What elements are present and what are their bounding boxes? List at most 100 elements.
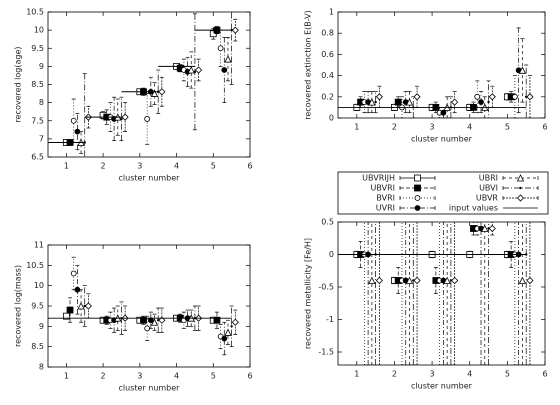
legend-label: UVRI bbox=[376, 204, 395, 213]
x-tick-label: 5 bbox=[211, 372, 216, 381]
marker bbox=[481, 224, 489, 232]
legend-label: UBVRI bbox=[371, 184, 396, 193]
x-tick-label: 1 bbox=[354, 123, 359, 132]
marker bbox=[526, 276, 534, 285]
marker bbox=[187, 66, 195, 74]
legend-marker bbox=[519, 186, 522, 190]
plot-area bbox=[338, 222, 534, 365]
y-tick-label: 1 bbox=[329, 8, 334, 17]
marker bbox=[488, 224, 496, 233]
marker bbox=[70, 270, 77, 277]
y-axis-label: recovered log(mass) bbox=[14, 265, 23, 347]
marker bbox=[368, 98, 376, 106]
marker bbox=[62, 312, 70, 320]
marker bbox=[394, 98, 402, 106]
marker bbox=[518, 276, 527, 284]
marker bbox=[231, 26, 239, 34]
plot-area bbox=[338, 27, 534, 118]
plot-area bbox=[48, 256, 239, 356]
marker bbox=[405, 276, 414, 284]
x-tick-label: 4 bbox=[174, 162, 179, 171]
x-axis-label: cluster number bbox=[411, 135, 473, 144]
marker bbox=[224, 55, 232, 63]
marker bbox=[440, 109, 447, 116]
marker bbox=[158, 88, 166, 96]
marker bbox=[147, 317, 154, 324]
legend-label: UBVR bbox=[476, 194, 499, 203]
x-tick-label: 6 bbox=[247, 372, 252, 381]
legend-marker bbox=[516, 174, 525, 182]
y-tick-label: 9 bbox=[39, 62, 44, 71]
y-tick-label: 8.5 bbox=[31, 342, 44, 351]
x-tick-label: 3 bbox=[137, 162, 142, 171]
marker bbox=[478, 99, 484, 105]
marker bbox=[224, 328, 232, 336]
marker bbox=[70, 117, 77, 124]
x-tick-label: 1 bbox=[64, 372, 69, 381]
marker bbox=[66, 306, 74, 314]
y-tick-label: 9.5 bbox=[31, 44, 44, 53]
legend-marker bbox=[516, 194, 525, 202]
axes-frame bbox=[47, 11, 251, 158]
y-axis-label: recovered log(age) bbox=[14, 47, 23, 123]
x-axis-label: cluster number bbox=[119, 384, 181, 393]
x-axis-label: cluster number bbox=[411, 382, 473, 391]
y-tick-label: 7.5 bbox=[31, 116, 44, 125]
marker bbox=[231, 318, 239, 326]
marker bbox=[150, 318, 159, 326]
x-tick-label: 4 bbox=[467, 123, 472, 132]
y-axis-label: recovered extinction E(B-V) bbox=[304, 10, 313, 120]
marker bbox=[488, 93, 496, 101]
x-tick-label: 4 bbox=[174, 372, 179, 381]
marker bbox=[158, 316, 166, 324]
y-tick-label: 11 bbox=[34, 241, 44, 250]
marker bbox=[374, 100, 377, 104]
marker bbox=[193, 70, 197, 74]
x-tick-label: 5 bbox=[505, 123, 510, 132]
marker bbox=[511, 93, 518, 100]
axes-frame bbox=[337, 11, 546, 119]
marker bbox=[487, 100, 490, 104]
x-tick-label: 2 bbox=[392, 370, 397, 379]
y-tick-label: -1 bbox=[326, 315, 334, 324]
x-axis-label: cluster number bbox=[119, 174, 181, 183]
y-tick-label: 0.6 bbox=[321, 50, 334, 59]
legend-label: input values bbox=[449, 204, 498, 213]
marker bbox=[443, 276, 451, 284]
x-tick-label: 2 bbox=[392, 123, 397, 132]
y-tick-label: 10 bbox=[34, 281, 44, 290]
x-tick-label: 1 bbox=[64, 162, 69, 171]
marker bbox=[368, 276, 376, 284]
x-tick-label: 5 bbox=[505, 370, 510, 379]
y-tick-label: 10.5 bbox=[26, 261, 44, 270]
y-tick-label: 9.5 bbox=[31, 302, 44, 311]
legend-label: UBVI bbox=[479, 184, 498, 193]
y-tick-label: 8.5 bbox=[31, 80, 44, 89]
legend-box bbox=[337, 171, 549, 215]
marker bbox=[451, 98, 459, 106]
plot-area bbox=[48, 12, 239, 157]
legend-marker bbox=[414, 205, 421, 211]
legend-label: UBRI bbox=[479, 174, 498, 183]
marker bbox=[150, 89, 159, 97]
marker bbox=[375, 93, 383, 101]
y-tick-label: 10 bbox=[34, 26, 44, 35]
y-tick-label: 0 bbox=[329, 114, 334, 123]
y-tick-label: 6.5 bbox=[31, 153, 44, 162]
x-tick-label: 2 bbox=[101, 162, 106, 171]
marker bbox=[405, 98, 414, 106]
marker bbox=[144, 116, 151, 122]
y-tick-label: 7 bbox=[39, 134, 44, 143]
x-tick-label: 4 bbox=[467, 370, 472, 379]
axes-frame bbox=[337, 221, 546, 366]
x-tick-label: 6 bbox=[542, 123, 547, 132]
marker bbox=[121, 113, 129, 121]
marker bbox=[221, 335, 228, 342]
marker bbox=[474, 93, 481, 100]
marker bbox=[526, 93, 534, 101]
y-tick-label: 8 bbox=[39, 98, 44, 107]
y-axis-label: recovered metallicity [Fe/H] bbox=[304, 238, 313, 349]
legend-marker bbox=[414, 184, 421, 192]
x-tick-label: 6 bbox=[542, 370, 547, 379]
